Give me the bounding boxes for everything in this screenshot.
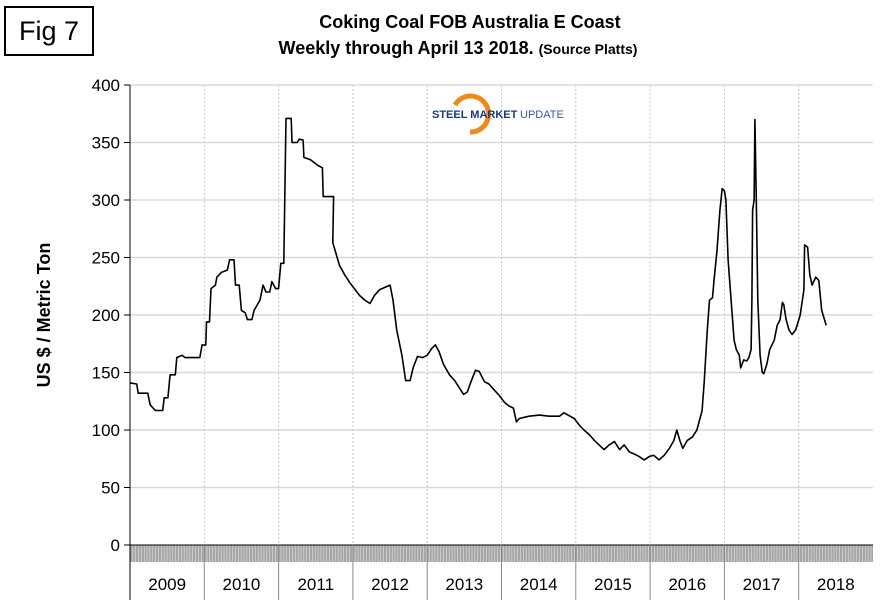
x-tick-label: 2009 (148, 575, 186, 594)
x-tick-label: 2016 (668, 575, 706, 594)
y-tick-label: 200 (92, 306, 120, 325)
y-tick-label: 250 (92, 249, 120, 268)
logo: STEEL MARKET UPDATE (432, 93, 564, 135)
x-tick-label: 2012 (371, 575, 409, 594)
chart-title-source: (Source Platts) (539, 41, 638, 57)
y-tick-label: 0 (111, 536, 120, 555)
x-tick-label: 2010 (223, 575, 261, 594)
chart-title-line2: Weekly through April 13 2018. (Source Pl… (279, 38, 638, 58)
x-tick-label: 2015 (594, 575, 632, 594)
y-tick-label: 350 (92, 134, 120, 153)
x-tick-label: 2018 (817, 575, 855, 594)
chart-title-line1: Coking Coal FOB Australia E Coast (319, 12, 620, 32)
x-tick-label: 2011 (297, 575, 334, 594)
y-tick-label: 300 (92, 191, 120, 210)
logo-swoosh-icon (452, 93, 492, 135)
logo-text-bold: STEEL MARKET (432, 109, 518, 121)
y-axis-label: US $ / Metric Ton (34, 243, 54, 388)
figure-label: Fig 7 (4, 6, 94, 56)
logo-text-light: UPDATE (520, 109, 564, 121)
y-tick-label: 150 (92, 364, 120, 383)
x-tick-label: 2014 (520, 575, 558, 594)
y-tick-label: 100 (92, 421, 120, 440)
x-tick-label: 2017 (743, 575, 781, 594)
x-tick-label: 2013 (445, 575, 483, 594)
series-line (129, 117, 827, 461)
y-tick-label: 400 (92, 76, 120, 95)
y-tick-label: 50 (101, 479, 120, 498)
chart-title-date: Weekly through April 13 2018. (279, 38, 534, 58)
